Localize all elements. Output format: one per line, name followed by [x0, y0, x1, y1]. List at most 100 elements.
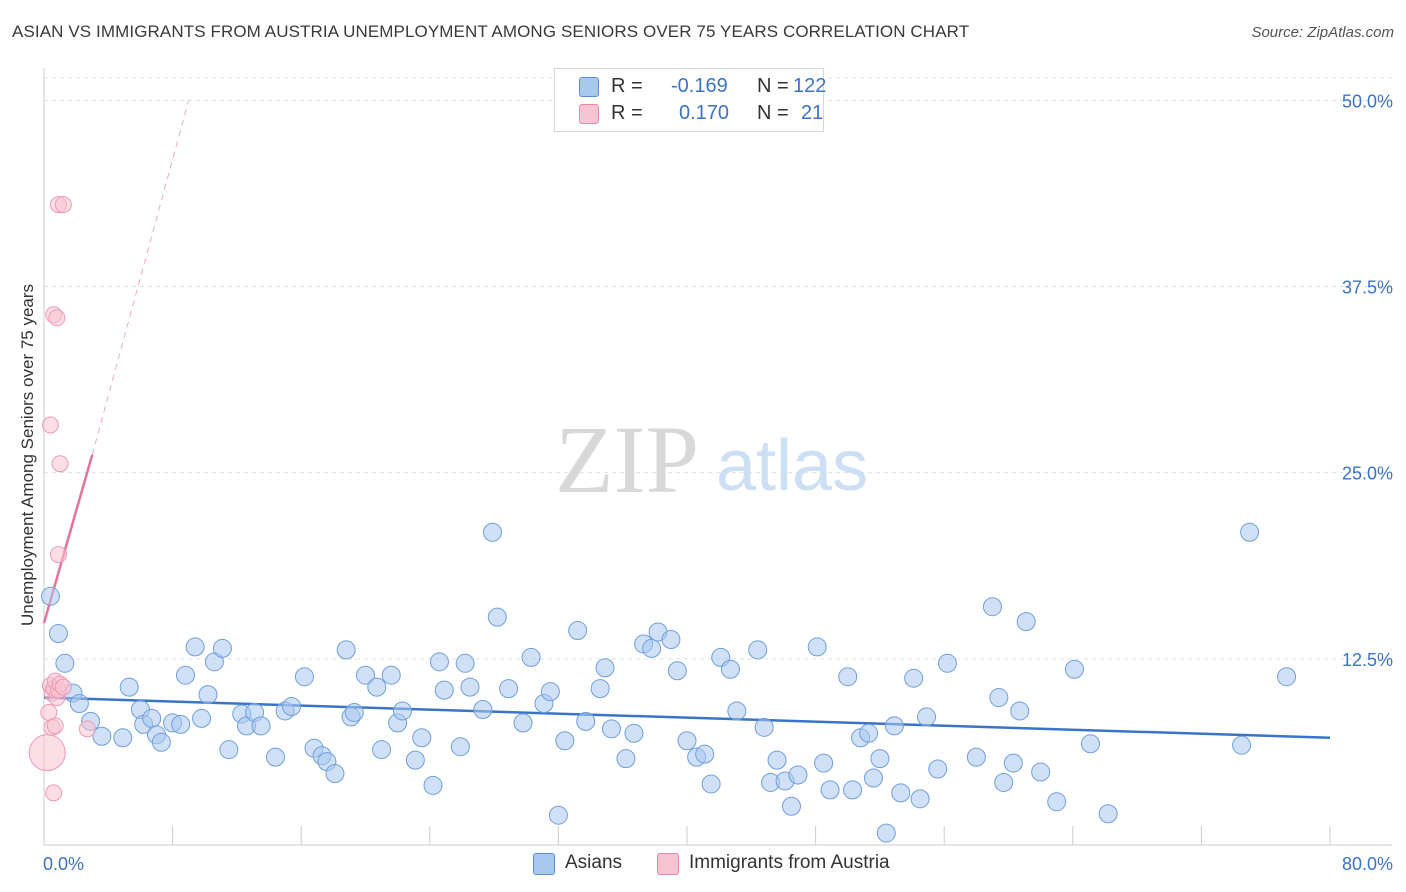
asians-point: [1232, 735, 1252, 755]
asians-point: [521, 647, 541, 667]
asians-point: [876, 823, 896, 843]
legend-r-label: R =: [611, 102, 643, 124]
asians-point: [48, 624, 68, 644]
asians-point: [891, 783, 911, 803]
asians-point: [294, 667, 314, 687]
stats-legend: R = -0.169 N = 122 R = 0.170 N = 21: [554, 68, 826, 132]
tick-labels: 12.5% 25.0% 37.5% 50.0% 0.0% 80.0%: [43, 91, 1393, 874]
asians-point: [429, 652, 449, 672]
asians-point: [540, 682, 560, 702]
asians-point: [412, 728, 432, 748]
asians-point: [754, 717, 774, 737]
y-axis-label: Unemployment Among Seniors over 75 years: [18, 283, 37, 627]
asians-point: [198, 685, 218, 705]
asians-point: [767, 750, 787, 770]
asians-point: [677, 731, 697, 751]
asians-point: [1240, 522, 1260, 542]
bottom-legend-label-austria: Immigrants from Austria: [689, 852, 890, 873]
austria-point: [49, 546, 67, 564]
austria-point: [48, 309, 66, 327]
asians-point: [859, 723, 879, 743]
asians-point: [820, 780, 840, 800]
asians-point: [807, 637, 827, 657]
asians-point: [1031, 762, 1051, 782]
asians-point: [434, 680, 454, 700]
asians-point: [642, 638, 662, 658]
asians-point: [455, 653, 475, 673]
asians-point: [910, 789, 930, 809]
legend-n-value-austria: 21: [801, 102, 824, 124]
chart-title: ASIAN VS IMMIGRANTS FROM AUSTRIA UNEMPLO…: [12, 22, 970, 41]
asians-point: [119, 677, 139, 697]
asians-point: [695, 744, 715, 764]
asians-point: [171, 714, 191, 734]
austria-trend-extension: [91, 100, 190, 455]
asians-point: [482, 522, 502, 542]
asians-point: [748, 640, 768, 660]
asians-point: [513, 713, 533, 733]
asians-point: [265, 747, 285, 767]
bottom-legend-label-asians: Asians: [565, 852, 623, 873]
austria-point: [45, 784, 63, 802]
asians-point: [92, 726, 112, 746]
asians-point: [982, 597, 1002, 617]
asians-point: [1016, 612, 1036, 632]
asians-point: [788, 765, 808, 785]
asians-point: [863, 768, 883, 788]
asians-point: [450, 737, 470, 757]
asians-point: [1098, 804, 1118, 824]
asians-point: [460, 677, 480, 697]
legend-r-value-asians: -0.169: [671, 75, 728, 97]
austria-point: [78, 720, 96, 738]
legend-n-label: N =: [757, 102, 789, 124]
asians-point: [356, 665, 375, 685]
bottom-swatch-austria: [657, 853, 679, 875]
asians-point: [113, 728, 133, 748]
asians-point: [843, 780, 863, 800]
asians-point: [487, 607, 507, 627]
asians-point: [727, 701, 747, 721]
asians-point: [142, 708, 162, 728]
austria-point: [28, 734, 66, 772]
y-tick-label: 50.0%: [1342, 91, 1393, 111]
asians-point: [151, 732, 171, 752]
asians-point: [720, 659, 740, 679]
asians-point: [548, 805, 568, 825]
watermark-zip: ZIP: [555, 406, 699, 513]
austria-point: [41, 416, 59, 434]
legend-r-value-austria: 0.170: [679, 102, 730, 124]
asians-point: [69, 694, 89, 714]
asians-point: [576, 711, 596, 731]
asians-point: [192, 708, 212, 728]
asians-point: [937, 653, 957, 673]
asians-point: [601, 719, 621, 739]
asians-point: [367, 677, 387, 697]
asians-point: [870, 749, 890, 769]
asians-point: [966, 747, 986, 767]
asians-point: [555, 731, 575, 751]
asians-point: [814, 753, 834, 773]
source-label: Source: ZipAtlas.com: [1251, 24, 1394, 41]
y-tick-label: 25.0%: [1342, 464, 1393, 484]
austria-point: [54, 196, 72, 214]
gridlines: [44, 77, 1392, 660]
asians-point: [499, 679, 519, 699]
asians-point: [372, 740, 392, 760]
asians-point: [423, 775, 443, 795]
asians-point: [251, 716, 271, 736]
asians-point: [917, 707, 937, 727]
y-tick-label: 12.5%: [1342, 650, 1393, 670]
asians-point: [1047, 792, 1067, 812]
austria-point: [54, 678, 72, 696]
asians-point: [405, 750, 425, 770]
legend-swatch-asians: [579, 77, 599, 97]
legend-r-label: R =: [611, 75, 643, 97]
asians-point: [1277, 667, 1297, 687]
asians-point: [904, 668, 924, 688]
austria-point: [46, 717, 64, 735]
asians-point: [392, 701, 412, 721]
legend-n-label: N =: [757, 75, 789, 97]
asians-point: [219, 740, 239, 760]
asians-point: [701, 774, 721, 794]
